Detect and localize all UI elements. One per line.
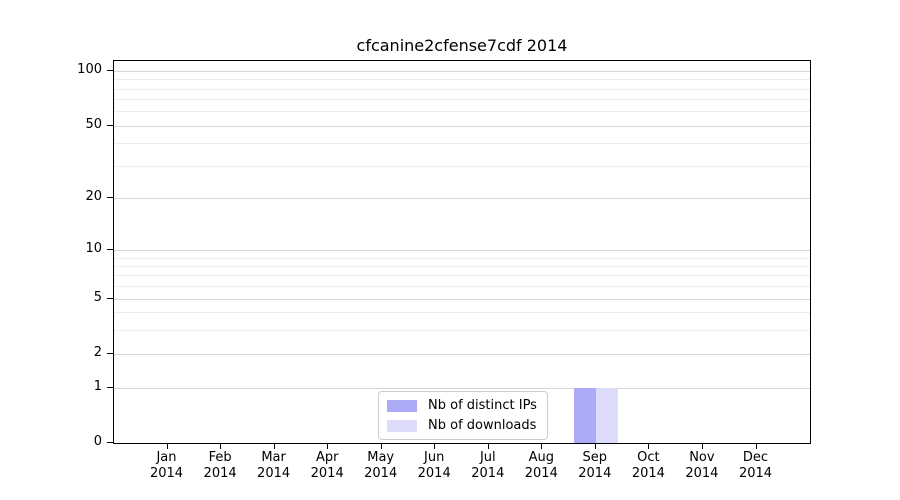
x-tick-label: Sep 2014 bbox=[563, 450, 627, 482]
x-tick-mark bbox=[434, 444, 436, 449]
x-tick-year: 2014 bbox=[631, 466, 665, 481]
y-tick-label: 1 bbox=[93, 379, 102, 395]
x-tick-mark bbox=[648, 444, 650, 449]
x-tick-month: Nov bbox=[689, 450, 715, 465]
y-gridline-minor bbox=[114, 166, 810, 167]
x-tick-month: May bbox=[367, 450, 395, 465]
x-tick-label: Mar 2014 bbox=[242, 450, 306, 482]
x-tick-year: 2014 bbox=[310, 466, 344, 481]
x-tick-month: Dec bbox=[742, 450, 769, 465]
bar-nb-of-downloads bbox=[595, 388, 618, 443]
y-gridline bbox=[114, 70, 810, 72]
x-tick-month: Apr bbox=[315, 450, 339, 465]
x-tick-label: Jul 2014 bbox=[456, 450, 520, 482]
x-tick-mark bbox=[594, 444, 596, 449]
x-tick-mark bbox=[541, 444, 543, 449]
legend-label: Nb of distinct IPs bbox=[428, 398, 537, 413]
y-gridline-minor bbox=[114, 312, 810, 314]
y-gridline-minor bbox=[114, 79, 810, 81]
x-tick-mark bbox=[220, 444, 222, 449]
x-tick-label: Jan 2014 bbox=[135, 450, 199, 482]
x-tick-mark bbox=[273, 444, 275, 449]
legend-label: Nb of downloads bbox=[428, 418, 537, 433]
y-tick-label: 100 bbox=[77, 61, 102, 77]
x-tick-year: 2014 bbox=[257, 466, 291, 481]
x-tick-label: Aug 2014 bbox=[509, 450, 573, 482]
y-gridline-minor bbox=[114, 143, 810, 145]
y-gridline bbox=[114, 125, 810, 127]
bar-nb-of-distinct-ips bbox=[573, 388, 596, 443]
legend-item: Nb of distinct IPs bbox=[387, 397, 537, 414]
x-tick-label: May 2014 bbox=[349, 450, 413, 482]
y-gridline bbox=[114, 388, 810, 390]
x-tick-month: Oct bbox=[637, 450, 660, 465]
x-tick-month: Feb bbox=[208, 450, 232, 465]
y-tick-mark bbox=[107, 197, 113, 199]
x-tick-label: Oct 2014 bbox=[616, 450, 680, 482]
x-tick-month: Sep bbox=[582, 450, 608, 465]
y-tick-mark bbox=[107, 297, 113, 299]
y-tick-label: 0 bbox=[93, 434, 102, 449]
y-tick-label: 50 bbox=[85, 116, 102, 132]
x-tick-month: Jan bbox=[156, 450, 177, 465]
x-tick-mark bbox=[166, 444, 168, 449]
x-tick-label: Dec 2014 bbox=[724, 450, 788, 482]
x-tick-year: 2014 bbox=[685, 466, 719, 481]
x-tick-mark bbox=[701, 444, 703, 449]
x-tick-label: Nov 2014 bbox=[670, 450, 734, 482]
x-tick-year: 2014 bbox=[738, 466, 773, 481]
y-tick-label: 2 bbox=[93, 345, 102, 361]
y-tick-label: 5 bbox=[93, 289, 102, 305]
x-tick-mark bbox=[380, 444, 382, 449]
y-gridline-minor bbox=[114, 275, 810, 277]
legend-item: Nb of downloads bbox=[387, 417, 537, 434]
x-tick-month: Aug bbox=[528, 450, 554, 465]
x-tick-label: Jun 2014 bbox=[402, 450, 466, 482]
y-tick-mark bbox=[107, 387, 113, 389]
chart-title: cfcanine2cfense7cdf 2014 bbox=[356, 36, 568, 55]
x-tick-month: Jun bbox=[424, 450, 445, 465]
x-tick-mark bbox=[487, 444, 489, 449]
x-tick-label: Apr 2014 bbox=[295, 450, 359, 482]
x-tick-label: Feb 2014 bbox=[188, 450, 252, 482]
y-gridline-minor bbox=[114, 99, 810, 100]
legend-swatch-icon bbox=[387, 419, 417, 432]
y-tick-mark bbox=[107, 442, 113, 443]
x-tick-mark bbox=[327, 444, 329, 449]
y-gridline bbox=[114, 198, 810, 200]
x-tick-month: Jul bbox=[479, 450, 496, 465]
y-gridline bbox=[114, 298, 810, 300]
y-gridline-minor bbox=[114, 285, 810, 287]
y-gridline-minor bbox=[114, 329, 810, 331]
y-tick-label: 20 bbox=[85, 189, 102, 205]
y-gridline bbox=[114, 250, 810, 252]
y-gridline-minor bbox=[114, 265, 810, 267]
x-tick-year: 2014 bbox=[471, 466, 505, 481]
y-gridline bbox=[114, 354, 810, 356]
y-gridline-minor bbox=[114, 111, 810, 113]
x-tick-year: 2014 bbox=[417, 466, 451, 481]
x-tick-month: Mar bbox=[261, 450, 286, 465]
x-tick-year: 2014 bbox=[149, 466, 184, 481]
legend: Nb of distinct IPs Nb of downloads bbox=[378, 391, 548, 440]
y-tick-mark bbox=[107, 249, 113, 251]
y-tick-mark bbox=[107, 124, 113, 126]
x-tick-year: 2014 bbox=[524, 466, 558, 481]
x-tick-year: 2014 bbox=[364, 466, 398, 481]
y-tick-mark bbox=[107, 353, 113, 355]
legend-swatch-icon bbox=[387, 399, 417, 412]
y-tick-label: 10 bbox=[85, 241, 102, 257]
x-tick-mark bbox=[755, 444, 757, 449]
y-tick-mark bbox=[107, 69, 113, 71]
x-tick-year: 2014 bbox=[578, 466, 612, 481]
y-gridline-minor bbox=[114, 257, 810, 259]
plot-area: Nb of distinct IPs Nb of downloads bbox=[113, 60, 811, 444]
x-tick-year: 2014 bbox=[203, 466, 237, 481]
y-gridline-minor bbox=[114, 88, 810, 90]
